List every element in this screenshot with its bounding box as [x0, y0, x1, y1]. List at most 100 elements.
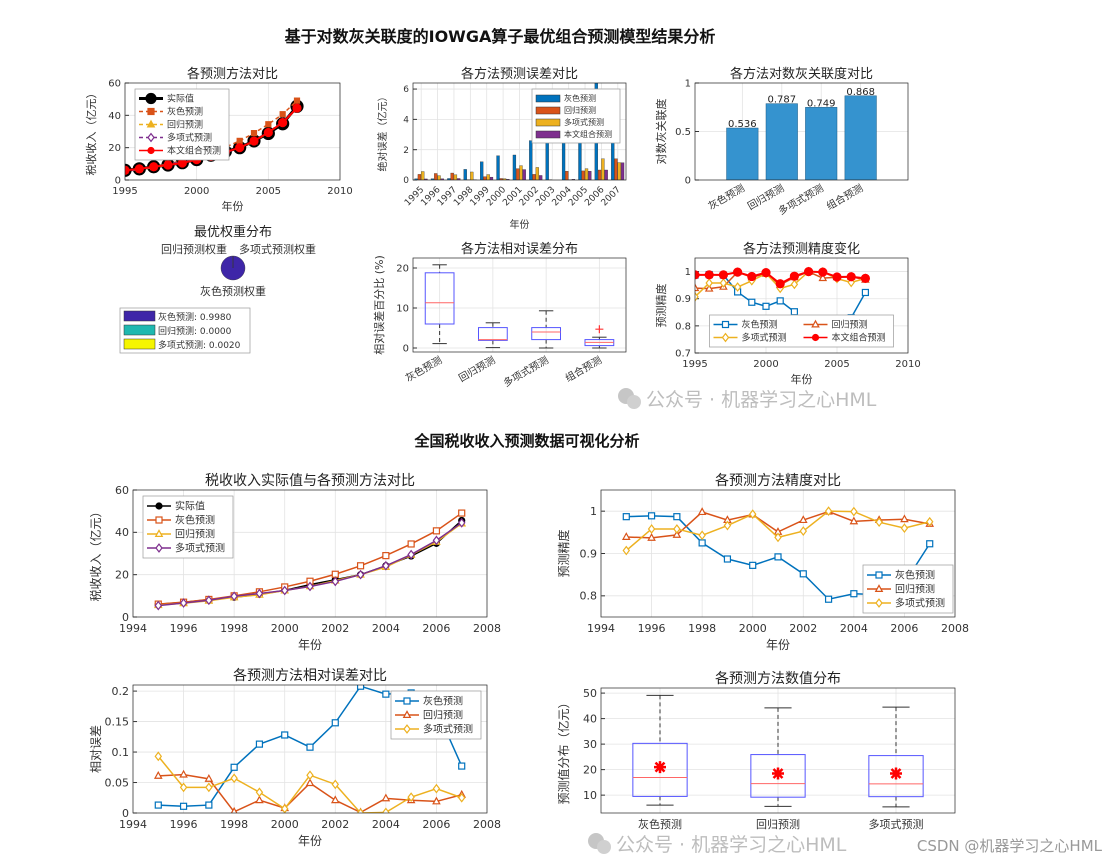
data-point — [732, 267, 743, 277]
data-point — [832, 272, 842, 282]
data-layer — [726, 95, 877, 180]
bar — [421, 171, 425, 180]
y-tick-label: 20 — [115, 569, 129, 582]
data-point — [818, 273, 828, 282]
bar — [489, 176, 494, 180]
y-tick-label: 0.05 — [105, 776, 130, 789]
series-3 — [154, 517, 466, 611]
data-point — [432, 527, 441, 535]
x-tick-label: 2004 — [840, 622, 868, 635]
bar — [584, 168, 589, 180]
bar-value-label: 0.749 — [807, 98, 836, 109]
legend-item: 灰色预测 — [535, 93, 596, 103]
data-point — [719, 278, 728, 288]
y-tick-label: 0.9 — [675, 294, 691, 305]
x-tick-label: 1996 — [638, 622, 666, 635]
data-point — [356, 808, 365, 813]
y-tick-label: 20 — [108, 143, 121, 154]
data-point — [824, 595, 833, 603]
legend-label: 灰色预测 — [167, 106, 203, 118]
boxplot-3 — [584, 325, 615, 349]
data-point — [622, 545, 631, 556]
x-tick-label: 2006 — [422, 622, 450, 635]
y-tick-label: 40 — [583, 712, 597, 725]
x-tick-label: 组合预测 — [824, 181, 865, 212]
axes-box — [412, 257, 627, 353]
data-point — [292, 103, 302, 113]
wechat-icon — [627, 395, 641, 409]
chart-title: 各方法对数灰关联度对比 — [730, 66, 873, 82]
legend-label: 回归预测 — [564, 105, 596, 115]
data-point — [798, 515, 808, 524]
data-point — [695, 291, 699, 302]
legend-label: 实际值 — [175, 500, 205, 513]
data-point — [230, 763, 238, 771]
bar — [844, 95, 877, 180]
data-point — [698, 530, 706, 541]
figure-title-top: 基于对数灰关联度的IOWGA算子最优组合预测模型结果分析 — [284, 27, 716, 46]
data-point — [149, 162, 159, 172]
data-point — [205, 595, 213, 606]
bar — [726, 127, 759, 180]
data-point — [846, 272, 856, 282]
pie-slice-label: 回归预测权重 — [161, 242, 227, 256]
x-tick-label: 2002 — [789, 622, 817, 635]
legend-marker — [155, 516, 163, 524]
legend-item: 回归预测 — [147, 528, 215, 541]
legend-marker — [147, 132, 155, 143]
legend-item: 多项式预测 — [147, 542, 225, 555]
y-tick-label: 0.2 — [112, 685, 130, 698]
data-point — [776, 297, 784, 305]
legend-swatch — [123, 338, 156, 350]
boxplot-0 — [424, 264, 455, 345]
bar — [571, 179, 576, 180]
data-point — [236, 137, 243, 144]
data-point — [672, 530, 682, 538]
data-point — [761, 268, 771, 278]
legend-marker — [811, 333, 820, 342]
bar — [581, 170, 585, 180]
data-point — [926, 540, 934, 548]
bar — [604, 169, 608, 180]
data-point — [799, 526, 808, 536]
x-tick-label: 1996 — [170, 622, 198, 635]
data-point — [407, 792, 415, 803]
mean-marker — [890, 767, 902, 780]
y-tick-label: 0.7 — [675, 349, 691, 360]
bar — [601, 158, 605, 180]
plot-area — [413, 258, 626, 352]
box — [424, 272, 455, 325]
data-point — [407, 540, 415, 548]
x-axis-label: 年份 — [791, 372, 813, 386]
chart-title: 各方法相对误差分布 — [461, 241, 578, 257]
bar — [805, 107, 838, 180]
legend-marker — [155, 543, 163, 553]
y-tick-label: 0 — [115, 176, 121, 187]
legend-swatch — [123, 324, 156, 336]
bar — [453, 174, 458, 180]
bar — [512, 154, 517, 180]
legend-label: 灰色预测 — [742, 319, 778, 331]
x-tick-label: 多项式预测 — [869, 817, 924, 831]
legend-swatch — [535, 118, 561, 127]
data-point — [134, 164, 144, 174]
legend-item: 灰色预测 — [713, 319, 778, 331]
legend-marker — [154, 529, 164, 538]
bar — [614, 158, 618, 180]
legend-item: 多项式预测: 0.0020 — [123, 338, 241, 351]
data-point — [723, 520, 732, 531]
legend-marker — [721, 332, 730, 343]
data-point — [747, 271, 757, 282]
boxplot-2 — [868, 706, 924, 808]
legend-item: 灰色预测 — [139, 106, 203, 118]
x-tick-label: 2006 — [890, 622, 918, 635]
chart-title: 税收收入实际值与各预测方法对比 — [205, 473, 415, 489]
data-point — [704, 270, 714, 280]
x-axis-label: 年份 — [766, 638, 790, 652]
bar — [414, 178, 418, 180]
data-point — [748, 298, 756, 306]
